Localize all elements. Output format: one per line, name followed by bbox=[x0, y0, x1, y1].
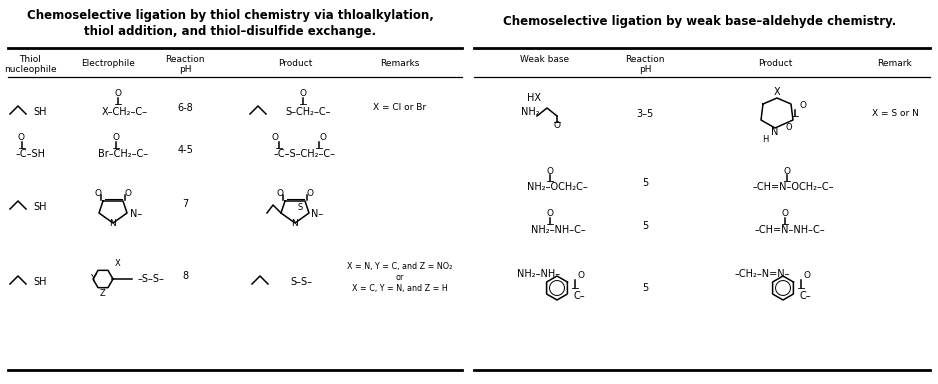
Text: 3–5: 3–5 bbox=[636, 109, 654, 119]
Text: 4-5: 4-5 bbox=[177, 145, 193, 155]
Text: S: S bbox=[297, 202, 303, 212]
Text: 5: 5 bbox=[642, 178, 648, 188]
Text: N–: N– bbox=[130, 209, 143, 219]
Text: N: N bbox=[110, 218, 116, 227]
Text: –C–SH: –C–SH bbox=[16, 149, 46, 159]
Text: O: O bbox=[114, 89, 122, 99]
Text: C–: C– bbox=[573, 291, 584, 301]
Text: 5: 5 bbox=[642, 221, 648, 231]
Text: or: or bbox=[396, 273, 404, 283]
Text: NH₂–OCH₂C–: NH₂–OCH₂C– bbox=[527, 182, 588, 192]
Text: 6-8: 6-8 bbox=[177, 103, 193, 113]
Text: –CH=N–OCH₂–C–: –CH=N–OCH₂–C– bbox=[753, 182, 835, 192]
Text: O: O bbox=[799, 101, 807, 111]
Text: X = N, Y = C, and Z = NO₂: X = N, Y = C, and Z = NO₂ bbox=[347, 262, 453, 270]
Text: O: O bbox=[786, 124, 793, 132]
Text: pH: pH bbox=[639, 65, 651, 73]
Text: Product: Product bbox=[278, 60, 312, 68]
Text: Electrophile: Electrophile bbox=[81, 60, 135, 68]
Text: Thiol: Thiol bbox=[19, 56, 41, 65]
Text: SH: SH bbox=[33, 202, 47, 212]
Text: O: O bbox=[783, 167, 791, 175]
Text: nucleophile: nucleophile bbox=[4, 65, 56, 73]
Text: N–: N– bbox=[311, 209, 324, 219]
Text: X: X bbox=[115, 260, 121, 268]
Text: N: N bbox=[771, 127, 779, 137]
Text: O: O bbox=[277, 189, 283, 197]
Text: NH₂: NH₂ bbox=[521, 107, 539, 117]
Text: O: O bbox=[578, 271, 584, 280]
Text: SH: SH bbox=[33, 107, 47, 117]
Text: Weak base: Weak base bbox=[521, 56, 569, 65]
Text: –C–S–CH₂–C–: –C–S–CH₂–C– bbox=[274, 149, 336, 159]
Text: Y: Y bbox=[90, 274, 96, 284]
Text: Product: Product bbox=[758, 60, 793, 68]
Text: O: O bbox=[547, 210, 553, 218]
Text: SH: SH bbox=[33, 277, 47, 287]
Text: Br–CH₂–C–: Br–CH₂–C– bbox=[98, 149, 148, 159]
Text: X = S or N: X = S or N bbox=[871, 109, 918, 119]
Text: Reaction: Reaction bbox=[165, 56, 204, 65]
Text: O: O bbox=[113, 134, 119, 142]
Text: Chemoselective ligation by weak base–aldehyde chemistry.: Chemoselective ligation by weak base–ald… bbox=[504, 15, 897, 28]
Text: O: O bbox=[307, 189, 313, 197]
Text: –CH=N–NH–C–: –CH=N–NH–C– bbox=[755, 225, 825, 235]
Text: –S–S–: –S–S– bbox=[138, 274, 165, 284]
Text: X: X bbox=[774, 87, 780, 97]
Text: Z: Z bbox=[100, 288, 106, 298]
Text: O: O bbox=[547, 167, 553, 175]
Text: Remarks: Remarks bbox=[380, 60, 419, 68]
Text: thiol addition, and thiol–disulfide exchange.: thiol addition, and thiol–disulfide exch… bbox=[83, 25, 376, 38]
Text: 7: 7 bbox=[182, 199, 189, 209]
Text: X = Cl or Br: X = Cl or Br bbox=[373, 104, 427, 113]
Text: X = C, Y = N, and Z = H: X = C, Y = N, and Z = H bbox=[352, 285, 447, 293]
Text: HX: HX bbox=[527, 93, 541, 103]
Text: O: O bbox=[271, 134, 279, 142]
Text: NH₂–NH–C–: NH₂–NH–C– bbox=[531, 225, 585, 235]
Text: O: O bbox=[553, 121, 561, 131]
Text: S–S–: S–S– bbox=[290, 277, 312, 287]
Text: H: H bbox=[762, 136, 768, 144]
Text: S–CH₂–C–: S–CH₂–C– bbox=[285, 107, 330, 117]
Text: C–: C– bbox=[799, 291, 810, 301]
Text: Chemoselective ligation by thiol chemistry via thloalkylation,: Chemoselective ligation by thiol chemist… bbox=[26, 10, 433, 23]
Text: 8: 8 bbox=[182, 271, 188, 281]
Text: O: O bbox=[125, 189, 131, 197]
Text: O: O bbox=[781, 210, 789, 218]
Text: O: O bbox=[95, 189, 101, 197]
Text: –CH₂–N=N–: –CH₂–N=N– bbox=[735, 269, 791, 279]
Text: Remark: Remark bbox=[878, 60, 913, 68]
Text: O: O bbox=[18, 134, 25, 142]
Text: O: O bbox=[299, 89, 307, 99]
Text: O: O bbox=[804, 271, 810, 280]
Text: 5: 5 bbox=[642, 283, 648, 293]
Text: NH₂–NH–: NH₂–NH– bbox=[517, 269, 560, 279]
Text: O: O bbox=[320, 134, 326, 142]
Text: pH: pH bbox=[179, 65, 191, 73]
Text: X–CH₂–C–: X–CH₂–C– bbox=[102, 107, 148, 117]
Text: Reaction: Reaction bbox=[626, 56, 665, 65]
Text: N: N bbox=[292, 218, 298, 227]
